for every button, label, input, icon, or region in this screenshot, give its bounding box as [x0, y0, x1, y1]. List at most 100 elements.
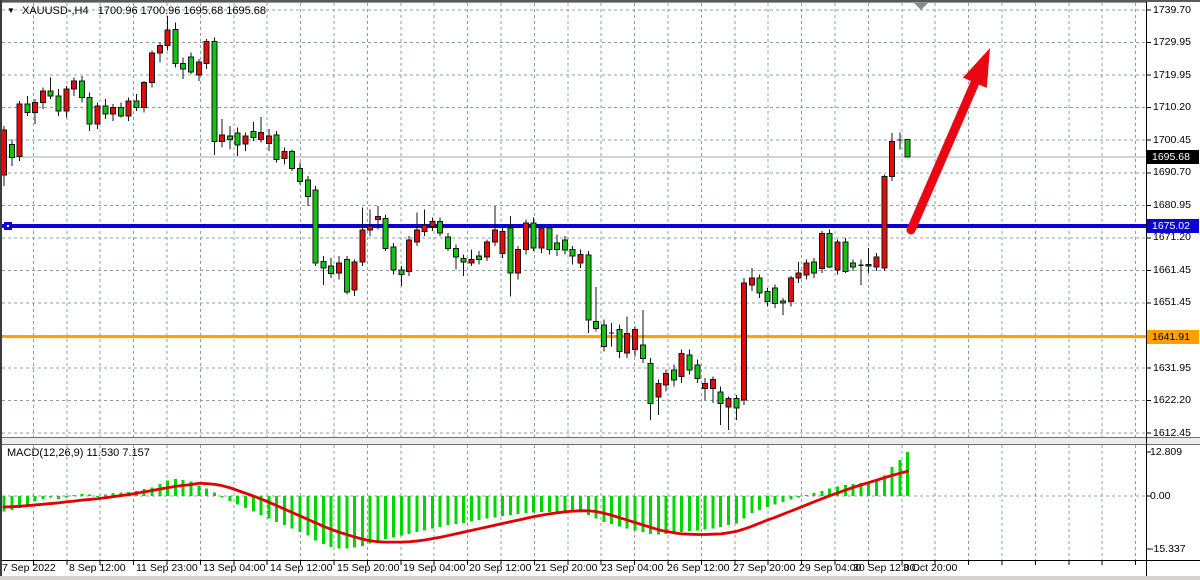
macd-histogram-bar — [851, 483, 855, 496]
candle-body — [476, 255, 483, 260]
macd-histogram-bar — [243, 496, 247, 509]
candle-body — [297, 167, 304, 183]
macd-histogram-bar — [251, 496, 255, 512]
macd-histogram-bar — [376, 496, 380, 541]
macd-histogram-bar — [337, 496, 341, 549]
candle-body — [273, 134, 280, 160]
window-left-border — [0, 0, 2, 580]
trend-arrow[interactable] — [906, 48, 990, 235]
candle-body — [834, 241, 841, 271]
candle-body — [780, 300, 786, 304]
candle-body — [406, 239, 413, 273]
macd-histogram-bar — [392, 496, 395, 538]
candle-body — [655, 382, 662, 398]
candle-body — [125, 100, 132, 117]
candle-body — [289, 151, 296, 169]
macd-histogram-bar — [649, 496, 653, 534]
macd-histogram-bar — [874, 481, 878, 496]
candle-body — [187, 56, 194, 73]
candle-body — [429, 220, 436, 227]
candle-body — [468, 258, 475, 264]
candle-body — [452, 247, 459, 258]
macd-histogram-bar — [306, 496, 310, 536]
macd-histogram-bar — [111, 493, 115, 496]
candle-body — [483, 241, 490, 258]
macd-histogram-bar — [540, 496, 544, 513]
blue-line-handle-dot — [7, 225, 9, 228]
candle-body — [195, 61, 202, 76]
candle-body — [374, 216, 381, 220]
candle-body — [367, 225, 374, 231]
macd-pane — [2, 451, 910, 549]
macd-histogram-bar — [259, 496, 263, 515]
macd-histogram-bar — [384, 496, 388, 539]
candle-body — [616, 329, 623, 353]
candle-body — [156, 45, 163, 54]
candle-body — [460, 257, 467, 263]
candle-body — [78, 80, 85, 99]
macd-histogram-bar — [781, 496, 785, 503]
macd-histogram-bar — [773, 496, 777, 505]
macd-histogram-bar — [625, 496, 629, 529]
candle-body — [787, 277, 794, 303]
pane-separator[interactable] — [2, 438, 1200, 444]
macd-histogram-bar — [267, 496, 271, 519]
candle-body — [748, 277, 755, 286]
candle-body — [889, 141, 896, 178]
candle-body — [764, 291, 771, 303]
candle-body — [133, 100, 140, 109]
macd-histogram-bar — [314, 496, 318, 541]
macd-histogram-bar — [41, 496, 45, 499]
macd-histogram-bar — [236, 496, 240, 505]
macd-histogram-bar — [353, 496, 357, 548]
candle-body — [359, 229, 366, 263]
macd-histogram-bar — [906, 451, 910, 496]
candle-body — [421, 224, 428, 232]
candle-body — [149, 52, 156, 83]
macd-signal-line — [2, 469, 910, 544]
candle-body — [873, 256, 880, 268]
macd-histogram-bar — [664, 496, 668, 534]
macd-histogram-bar — [695, 496, 699, 531]
macd-histogram-bar — [750, 496, 754, 514]
candle-body — [94, 105, 101, 125]
candle-body — [818, 232, 825, 270]
candle-body — [55, 95, 62, 112]
candle-body — [390, 246, 397, 271]
candle-body — [741, 282, 748, 401]
candle-body — [242, 135, 249, 145]
macd-histogram-bar — [10, 496, 14, 510]
candle-body — [110, 107, 117, 115]
candle-body — [234, 132, 241, 146]
macd-histogram-bar — [501, 496, 505, 516]
candle-body — [382, 217, 389, 249]
macd-histogram-bar — [610, 496, 614, 525]
macd-histogram-bar — [586, 496, 590, 515]
macd-histogram-bar — [882, 475, 886, 496]
macd-histogram-bar — [641, 496, 645, 533]
macd-histogram-bar — [430, 496, 434, 529]
candle-body — [328, 265, 335, 275]
candle-body — [600, 324, 607, 348]
candle-body — [117, 107, 124, 117]
macd-histogram-bar — [563, 496, 567, 512]
candle-body — [8, 143, 15, 159]
macd-histogram-bar — [617, 496, 621, 527]
macd-histogram-bar — [462, 496, 466, 523]
candle-body — [437, 220, 444, 234]
candle-body — [826, 232, 833, 268]
candle-body — [172, 28, 179, 64]
window-bottom-strip — [0, 576, 1200, 580]
macd-histogram-bar — [415, 496, 419, 533]
arrow-shaft[interactable] — [906, 72, 982, 235]
arrow-head[interactable] — [962, 48, 990, 89]
chart-shift-marker-icon[interactable] — [914, 3, 928, 10]
candle-body — [546, 227, 553, 250]
candle-body — [226, 135, 233, 140]
candle-body — [850, 262, 857, 268]
candle-body — [733, 397, 740, 409]
candle-body — [554, 242, 561, 250]
macd-histogram-bar — [275, 496, 279, 522]
macd-histogram-bar — [547, 496, 551, 512]
